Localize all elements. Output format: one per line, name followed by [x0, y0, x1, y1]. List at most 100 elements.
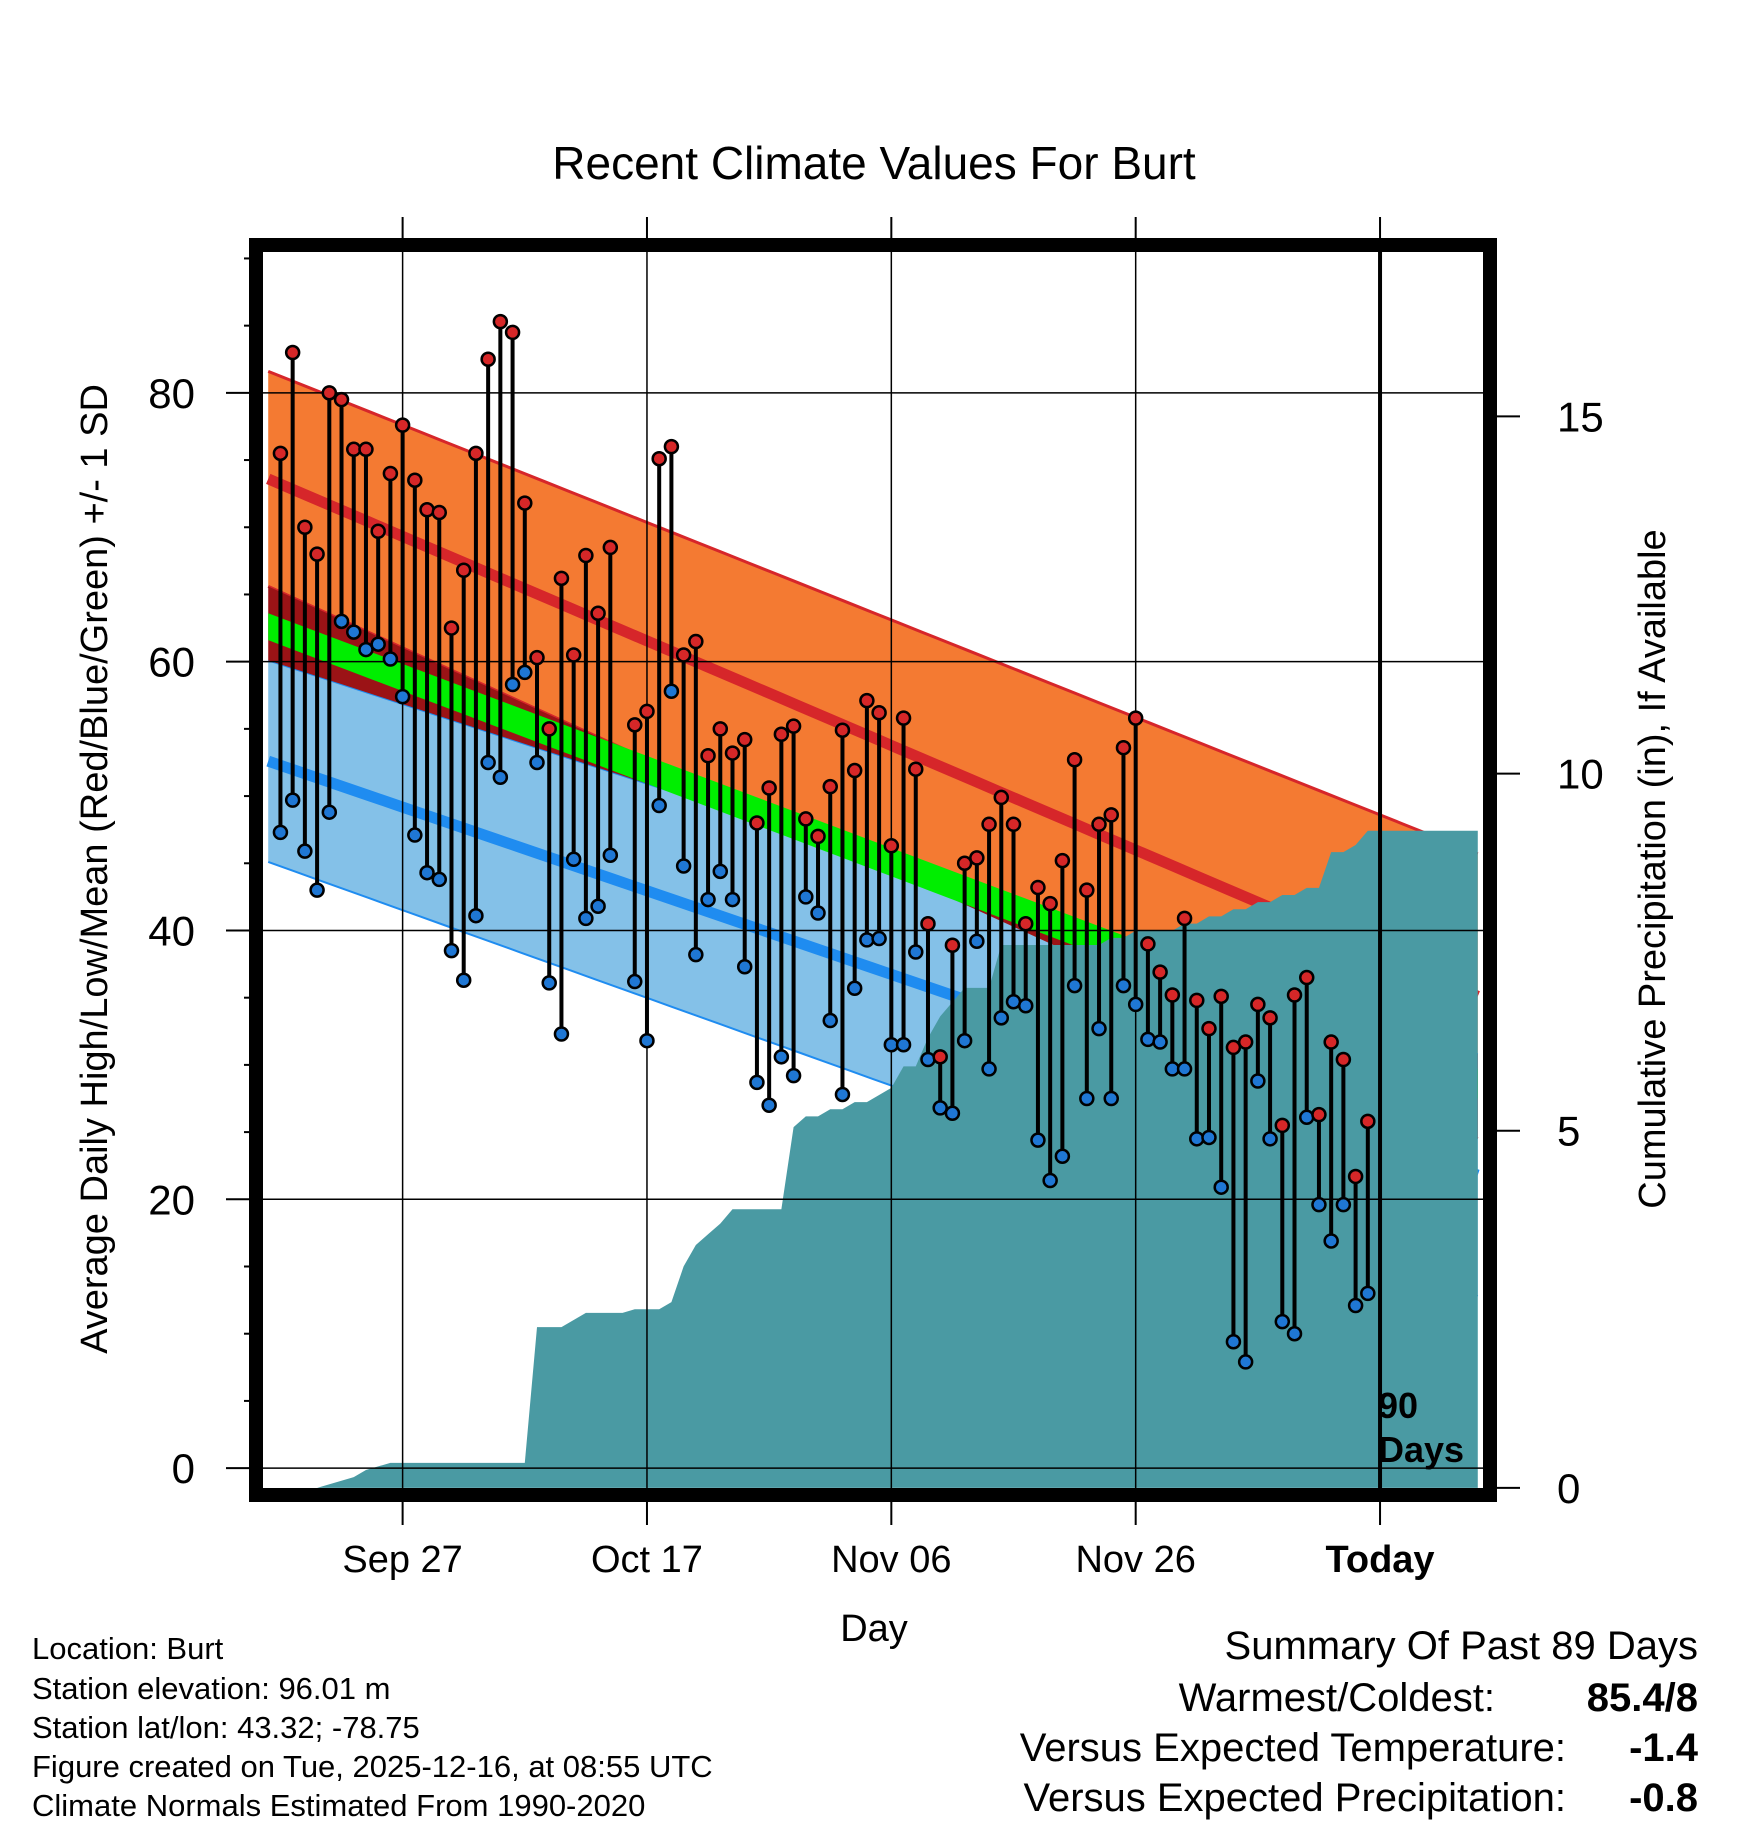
- daily-high-marker: [956, 855, 973, 872]
- x-axis-label: Day: [840, 1608, 908, 1650]
- daily-high-marker: [578, 547, 594, 564]
- daily-low-marker: [1079, 1090, 1095, 1107]
- x-tick-label: Oct 17: [591, 1539, 703, 1581]
- daily-low-marker: [1298, 1109, 1315, 1126]
- daily-low-marker: [773, 1049, 790, 1065]
- daily-low-marker: [1335, 1196, 1352, 1213]
- daily-high-marker: [284, 344, 301, 361]
- daily-high-marker: [1030, 879, 1046, 896]
- daily-high-marker: [651, 450, 667, 467]
- daily-high-marker: [1152, 964, 1168, 980]
- daily-low-marker: [468, 907, 484, 924]
- daily-low-marker: [1066, 977, 1083, 994]
- today-note-number: 90: [1378, 1385, 1418, 1426]
- daily-high-marker: [932, 1049, 948, 1065]
- daily-low-marker: [993, 1010, 1010, 1026]
- daily-high-marker: [785, 718, 802, 734]
- daily-high-marker: [859, 692, 875, 709]
- daily-high-marker: [1042, 895, 1058, 912]
- daily-low-marker: [431, 871, 448, 888]
- daily-high-marker: [1335, 1051, 1352, 1068]
- y-tick-label: 60: [148, 639, 195, 686]
- daily-high-marker: [1115, 739, 1132, 756]
- daily-low-marker: [272, 824, 289, 841]
- y2-tick-label: 0: [1557, 1465, 1580, 1512]
- daily-high-marker: [908, 761, 924, 777]
- daily-low-marker: [1103, 1090, 1119, 1107]
- daily-high-marker: [822, 778, 838, 795]
- daily-high-marker: [712, 721, 729, 737]
- axes: 0 20 40 60 80 0 5 10 15 Sep 27 Oct 17 Nov 06 Nov 26 T…: [148, 217, 1604, 1581]
- daily-low-marker: [1176, 1061, 1193, 1077]
- daily-low-marker: [944, 1105, 961, 1122]
- daily-high-marker: [1286, 987, 1303, 1003]
- daily-high-marker: [871, 704, 887, 721]
- daily-high-marker: [431, 504, 448, 521]
- daily-low-marker: [1225, 1334, 1242, 1350]
- daily-high-marker: [663, 438, 680, 455]
- daily-low-marker: [663, 683, 680, 699]
- daily-high-marker: [724, 745, 741, 761]
- daily-low-marker: [700, 891, 716, 908]
- footer-location: Location: Burt: [32, 1631, 224, 1666]
- daily-low-marker: [370, 636, 386, 652]
- y2-tick-label: 5: [1557, 1108, 1580, 1155]
- daily-low-marker: [382, 651, 399, 667]
- daily-high-marker: [321, 385, 338, 401]
- daily-high-marker: [382, 465, 399, 482]
- daily-low-marker: [1140, 1031, 1156, 1048]
- daily-high-marker: [297, 519, 313, 536]
- daily-low-marker: [1250, 1073, 1266, 1089]
- daily-high-marker: [309, 546, 325, 562]
- daily-low-marker: [492, 769, 509, 786]
- daily-high-marker: [1274, 1117, 1291, 1134]
- y2-tick-label: 10: [1557, 751, 1604, 798]
- daily-low-marker: [712, 863, 729, 880]
- daily-high-marker: [565, 647, 582, 663]
- daily-high-marker: [504, 324, 521, 341]
- daily-high-marker: [419, 502, 435, 518]
- daily-low-marker: [1030, 1132, 1046, 1148]
- daily-low-marker: [1127, 996, 1144, 1013]
- daily-low-marker: [578, 910, 594, 927]
- y-axis-label: Average Daily High/Low/Mean (Red/Blue/Gr…: [74, 384, 116, 1354]
- daily-high-marker: [272, 445, 289, 462]
- daily-high-marker: [455, 562, 472, 579]
- daily-low-marker: [1274, 1313, 1291, 1330]
- summary-warm-cold-label: Warmest/Coldest:: [1179, 1676, 1495, 1720]
- summary-warm-cold-value: 85.4/8: [1587, 1676, 1698, 1720]
- daily-high-marker: [541, 721, 557, 737]
- daily-low-marker: [639, 1032, 655, 1049]
- daily-high-marker: [590, 605, 606, 622]
- daily-high-marker: [333, 391, 350, 408]
- daily-low-marker: [309, 882, 325, 898]
- daily-high-marker: [468, 445, 484, 462]
- daily-low-marker: [297, 843, 313, 859]
- footer-latlon: Station lat/lon: 43.32; -78.75: [32, 1710, 420, 1745]
- daily-low-marker: [749, 1074, 765, 1091]
- daily-high-marker: [1201, 1020, 1217, 1037]
- y-tick-label: 80: [148, 370, 195, 417]
- daily-high-marker: [993, 789, 1010, 806]
- daily-low-marker: [358, 641, 374, 658]
- daily-high-marker: [358, 441, 374, 458]
- daily-low-marker: [1189, 1131, 1205, 1147]
- y2-tick-label: 15: [1557, 393, 1604, 440]
- daily-low-marker: [871, 930, 887, 947]
- daily-low-marker: [932, 1100, 948, 1116]
- daily-high-marker: [480, 351, 496, 367]
- daily-high-marker: [553, 570, 570, 587]
- daily-high-marker: [517, 495, 533, 511]
- daily-high-marker: [1164, 987, 1181, 1003]
- daily-high-marker: [370, 523, 386, 540]
- daily-high-marker: [1262, 1010, 1278, 1026]
- daily-high-marker: [1017, 916, 1034, 932]
- daily-high-marker: [394, 417, 411, 433]
- daily-low-marker: [284, 792, 301, 808]
- daily-high-marker: [773, 726, 790, 742]
- daily-low-marker: [480, 754, 496, 771]
- daily-low-marker: [1017, 998, 1034, 1014]
- daily-low-marker: [1237, 1354, 1254, 1370]
- daily-high-marker: [834, 722, 851, 738]
